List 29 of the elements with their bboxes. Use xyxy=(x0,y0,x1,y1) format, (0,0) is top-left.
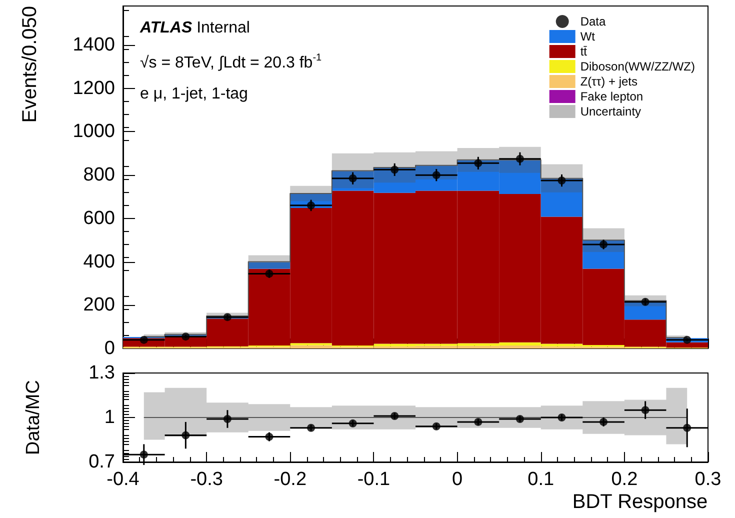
y-tick-label: 800 xyxy=(83,164,115,186)
x-tick-label: -0.3 xyxy=(190,469,223,490)
legend-label: Z(ττ) + jets xyxy=(580,74,638,88)
legend-label: Data xyxy=(580,14,606,28)
legend-label: Fake lepton xyxy=(580,90,644,104)
x-tick-label: 0 xyxy=(452,469,463,490)
x-tick-label: 0.1 xyxy=(528,469,554,490)
x-tick-label: -0.2 xyxy=(274,469,307,490)
y-tick-label: 1 xyxy=(104,407,115,428)
legend-label: Diboson(WW/ZZ/WZ) xyxy=(580,60,696,74)
legend-label: tt̄ xyxy=(580,44,588,58)
y-tick-label: 200 xyxy=(83,294,115,316)
legend-label: Uncertainty xyxy=(580,104,642,118)
legend-label: Wt xyxy=(580,30,596,44)
x-tick-label: 0.3 xyxy=(694,469,722,490)
y-tick-label: 1200 xyxy=(72,78,115,99)
annotation: ATLAS Internal xyxy=(139,20,250,36)
y-tick-label: 400 xyxy=(83,251,115,272)
x-tick-label: 0.2 xyxy=(611,469,638,490)
y-tick-label: 1000 xyxy=(72,121,115,142)
y-tick-label: 600 xyxy=(83,208,115,229)
y-axis-title: Events/0.050 xyxy=(19,6,41,123)
x-tick-label: -0.1 xyxy=(357,469,390,490)
y-tick-label: 1.3 xyxy=(88,362,115,384)
annotation: e μ, 1-jet, 1-tag xyxy=(140,86,248,102)
y-tick-label: 0 xyxy=(104,338,115,359)
y-axis-title: Data/MC xyxy=(23,380,44,455)
y-tick-label: 1400 xyxy=(72,34,115,56)
x-axis-title: BDT Response xyxy=(572,491,708,513)
